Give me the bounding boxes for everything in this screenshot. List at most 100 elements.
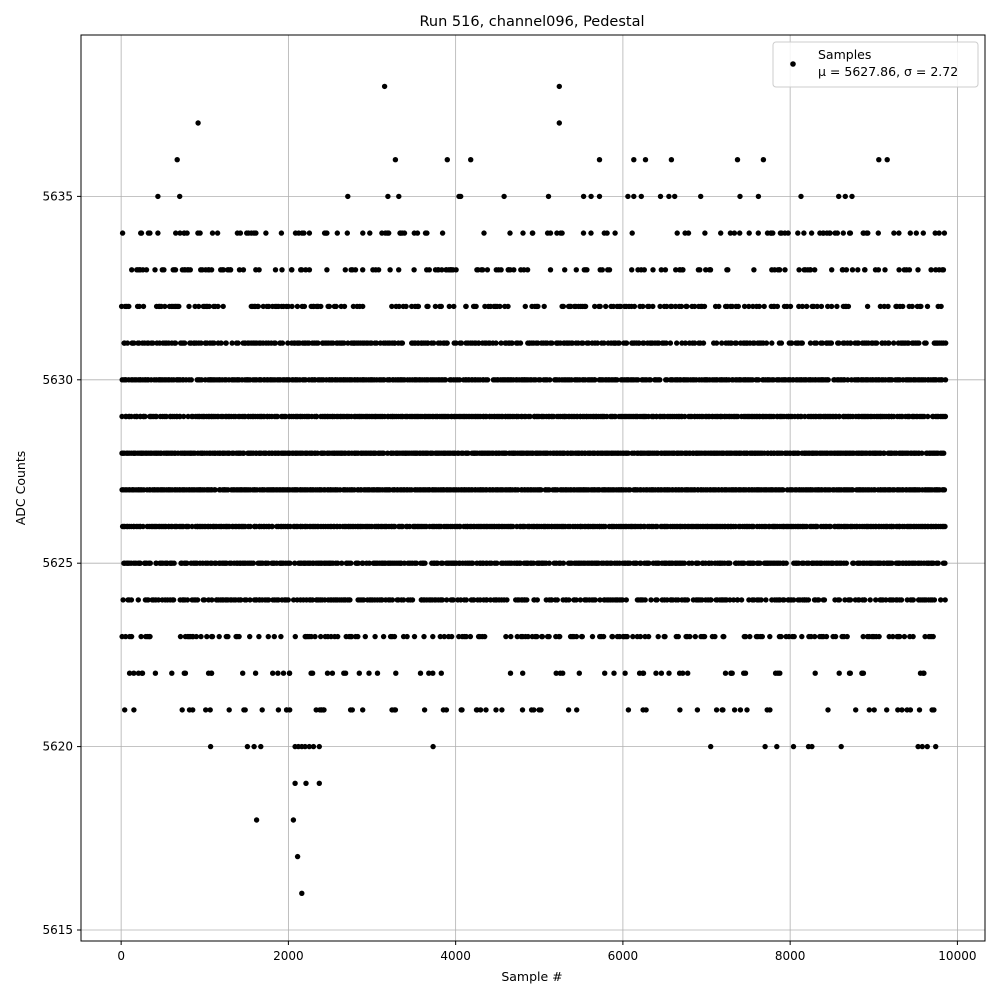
data-point — [778, 230, 785, 236]
data-point — [697, 267, 703, 273]
data-point — [223, 340, 229, 346]
data-point — [682, 230, 688, 236]
legend: Samples μ = 5627.86, σ = 2.72 — [772, 41, 979, 88]
data-point — [750, 303, 756, 310]
legend-series-name: Samples — [818, 47, 871, 62]
data-point — [922, 633, 928, 640]
data-point — [534, 633, 540, 640]
data-point — [871, 707, 877, 713]
data-point — [862, 267, 868, 273]
data-point — [209, 230, 216, 236]
data-point — [611, 670, 617, 676]
data-point — [731, 707, 738, 713]
data-point — [463, 303, 469, 310]
data-point — [250, 560, 256, 566]
data-point — [135, 597, 141, 603]
data-point — [872, 267, 879, 273]
data-point — [458, 340, 465, 346]
data-point — [139, 670, 145, 676]
x-tick-label: 6000 — [608, 949, 639, 963]
data-point — [844, 633, 850, 640]
data-point — [181, 413, 187, 420]
data-point — [546, 633, 552, 640]
data-point — [940, 267, 947, 273]
data-point — [348, 560, 354, 566]
data-point — [780, 487, 786, 493]
data-point — [603, 303, 609, 310]
data-point — [781, 597, 787, 603]
data-point — [335, 560, 341, 566]
data-point — [323, 230, 329, 236]
data-point — [312, 633, 318, 640]
data-point — [758, 597, 764, 603]
data-point — [184, 560, 190, 566]
data-point — [913, 230, 919, 236]
data-point — [899, 707, 905, 713]
data-point — [801, 267, 807, 273]
data-point — [597, 267, 603, 273]
data-point — [524, 597, 530, 603]
data-point — [667, 340, 674, 346]
data-point — [847, 670, 853, 676]
data-point — [818, 303, 825, 310]
data-point — [409, 597, 416, 603]
data-point — [195, 230, 201, 236]
data-point — [855, 267, 861, 273]
data-point — [832, 633, 839, 640]
data-point — [315, 340, 321, 346]
data-point — [625, 193, 631, 200]
data-point — [558, 230, 564, 236]
data-point — [215, 303, 221, 310]
data-point — [700, 340, 707, 346]
data-point — [597, 597, 603, 603]
data-point — [458, 193, 464, 200]
data-point — [441, 633, 447, 640]
data-point — [636, 670, 643, 676]
data-point — [193, 633, 200, 640]
data-point — [647, 377, 654, 383]
data-point — [137, 560, 143, 566]
data-point — [404, 633, 410, 640]
data-point — [538, 707, 544, 713]
data-point — [849, 193, 855, 200]
data-point — [708, 597, 714, 603]
data-point — [812, 670, 818, 676]
data-point — [360, 303, 366, 310]
data-point — [588, 193, 594, 200]
data-point — [938, 303, 944, 310]
data-point — [505, 303, 511, 310]
data-point — [907, 230, 913, 236]
data-point — [345, 193, 351, 200]
data-point — [678, 303, 685, 310]
data-point — [691, 303, 698, 310]
data-point — [804, 303, 810, 310]
data-point — [701, 633, 708, 640]
data-point — [203, 267, 209, 273]
data-point — [303, 267, 309, 273]
data-point — [392, 523, 398, 530]
data-point — [266, 303, 272, 310]
data-point — [580, 340, 586, 346]
data-point — [635, 377, 641, 383]
x-tick-label: 2000 — [273, 949, 304, 963]
data-point — [716, 303, 722, 310]
data-point — [576, 670, 582, 676]
data-point — [668, 157, 675, 163]
data-point — [694, 707, 701, 713]
data-point — [171, 560, 177, 566]
data-point — [812, 267, 818, 273]
data-point — [255, 303, 261, 310]
data-point — [560, 560, 567, 566]
data-point — [287, 560, 293, 566]
data-point — [387, 267, 393, 273]
data-point — [218, 340, 224, 346]
data-point — [809, 743, 815, 750]
data-point — [438, 670, 444, 676]
data-point — [791, 597, 797, 603]
data-point — [553, 670, 559, 676]
data-point — [370, 267, 376, 273]
data-point — [198, 340, 204, 346]
data-point — [380, 633, 387, 640]
data-point — [258, 743, 264, 750]
data-point — [881, 450, 887, 456]
